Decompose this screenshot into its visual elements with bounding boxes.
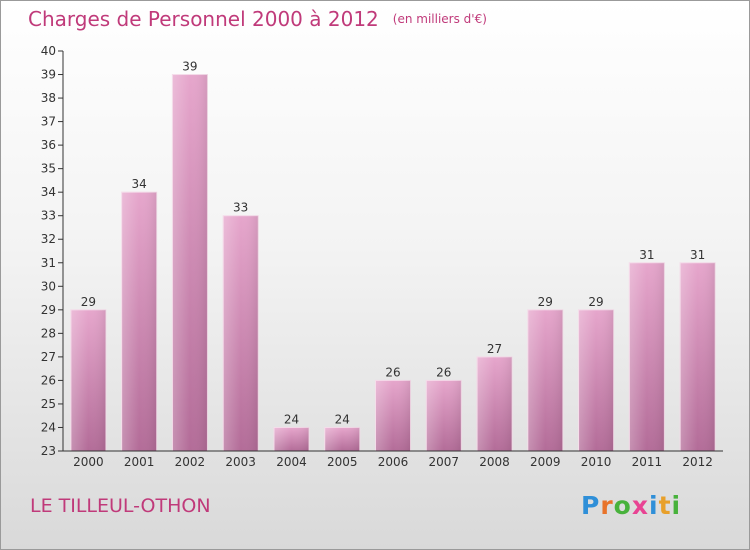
bar-shine bbox=[375, 380, 411, 451]
bars-group: 29 34 39 33 24 24 26 26 27 29 29 31 31 bbox=[70, 60, 716, 452]
chart-title: Charges de Personnel 2000 à 2012 (en mill… bbox=[28, 7, 487, 31]
x-tick-label: 2008 bbox=[479, 455, 510, 469]
logo-letter: i bbox=[671, 491, 682, 520]
x-tick-label: 2007 bbox=[428, 455, 459, 469]
bar-shine bbox=[680, 262, 716, 451]
y-tick-label: 23 bbox=[41, 444, 56, 458]
x-tick-label: 2011 bbox=[632, 455, 663, 469]
town-name: LE TILLEUL-OTHON bbox=[30, 495, 211, 517]
chart-title-text: Charges de Personnel 2000 à 2012 bbox=[28, 7, 379, 31]
logo-letter: P bbox=[581, 491, 601, 520]
bar-value-label: 31 bbox=[690, 248, 705, 262]
logo-letter: x bbox=[631, 491, 649, 520]
y-tick-label: 31 bbox=[41, 256, 56, 270]
bar-value-label: 33 bbox=[233, 201, 248, 215]
bar-shine bbox=[578, 309, 614, 451]
bar-shine bbox=[121, 192, 157, 452]
x-tick-label: 2004 bbox=[276, 455, 307, 469]
x-tick-label: 2010 bbox=[581, 455, 612, 469]
x-tick-label: 2006 bbox=[378, 455, 409, 469]
y-tick-label: 34 bbox=[41, 185, 56, 199]
x-tick-label: 2009 bbox=[530, 455, 561, 469]
y-tick-label: 25 bbox=[41, 397, 56, 411]
x-tick-label: 2000 bbox=[73, 455, 104, 469]
y-tick-label: 38 bbox=[41, 91, 56, 105]
y-tick-label: 35 bbox=[41, 162, 56, 176]
bar-value-label: 29 bbox=[588, 295, 603, 309]
logo-letter: r bbox=[600, 491, 614, 520]
logo-letter: t bbox=[658, 491, 672, 520]
bar-shine bbox=[426, 380, 462, 451]
y-tick-label: 40 bbox=[41, 44, 56, 58]
bar-value-label: 24 bbox=[284, 412, 299, 426]
y-tick-label: 26 bbox=[41, 373, 56, 387]
bar-value-label: 26 bbox=[385, 365, 400, 379]
y-tick-label: 24 bbox=[41, 420, 56, 434]
x-tick-label: 2001 bbox=[124, 455, 155, 469]
bar-value-label: 29 bbox=[81, 295, 96, 309]
bar-value-label: 39 bbox=[182, 60, 197, 74]
logo-letter: i bbox=[649, 491, 659, 520]
bar-value-label: 29 bbox=[538, 295, 553, 309]
bar-shine bbox=[70, 309, 106, 451]
logo-letter: o bbox=[613, 491, 632, 520]
bar-shine bbox=[223, 215, 259, 451]
y-tick-label: 39 bbox=[41, 68, 56, 82]
y-axis: 23 24 25 26 27 28 29 30 31 32 33 34 35 36 37 38 39 40 bbox=[41, 44, 64, 458]
bar-value-label: 31 bbox=[639, 248, 654, 262]
chart-unit-label: (en milliers d'€) bbox=[392, 12, 487, 26]
x-axis: 2000 2001 2002 2003 2004 2005 2006 2007 2008 2009… bbox=[63, 450, 723, 469]
bar-value-label: 27 bbox=[487, 342, 502, 356]
x-tick-label: 2002 bbox=[175, 455, 206, 469]
bar-value-label: 24 bbox=[335, 412, 350, 426]
x-tick-label: 2012 bbox=[682, 455, 713, 469]
y-tick-label: 33 bbox=[41, 209, 56, 223]
y-tick-label: 29 bbox=[41, 303, 56, 317]
proxiti-logo: Proxiti bbox=[581, 491, 681, 520]
bar-shine bbox=[477, 356, 513, 451]
bar-shine bbox=[172, 74, 208, 451]
y-tick-label: 28 bbox=[41, 326, 56, 340]
y-tick-label: 37 bbox=[41, 115, 56, 129]
bar-shine bbox=[273, 427, 309, 451]
bar-value-label: 26 bbox=[436, 365, 451, 379]
y-tick-label: 32 bbox=[41, 232, 56, 246]
bar-value-label: 34 bbox=[132, 177, 147, 191]
bar-shine bbox=[527, 309, 563, 451]
bar-shine bbox=[629, 262, 665, 451]
y-tick-label: 30 bbox=[41, 279, 56, 293]
x-tick-label: 2005 bbox=[327, 455, 358, 469]
x-tick-label: 2003 bbox=[225, 455, 256, 469]
y-tick-label: 36 bbox=[41, 138, 56, 152]
bar-shine bbox=[324, 427, 360, 451]
y-tick-label: 27 bbox=[41, 350, 56, 364]
